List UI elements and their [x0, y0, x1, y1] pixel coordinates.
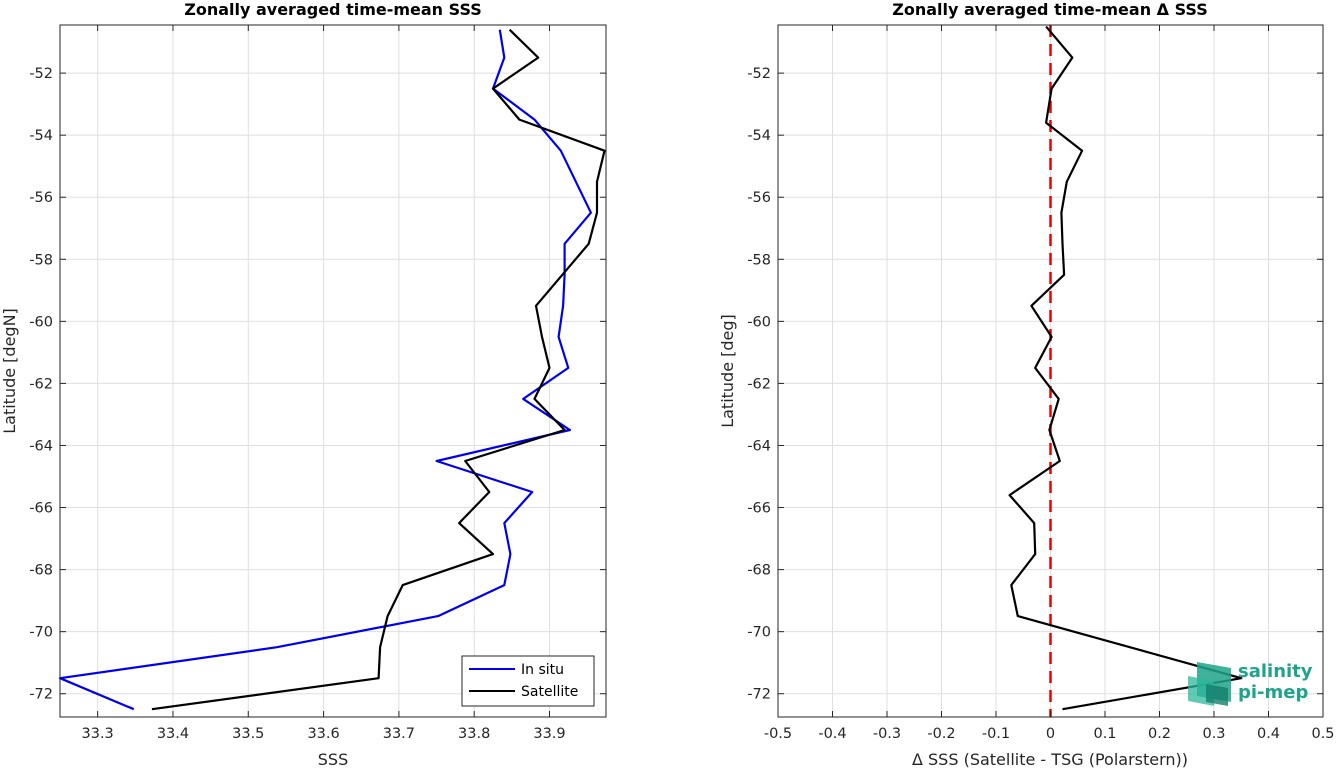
series-line-delta-sss	[1008, 25, 1243, 711]
ticks-right: -0.5 -0.4 -0.3 -0.2 -0.1 0 0.1 0.2 0.3 0.4 0.5 -72 -…	[747, 25, 1335, 742]
y-tick-label: -72	[747, 687, 771, 703]
y-axis-label-left: Latitude [degN]	[0, 308, 19, 434]
legend-entry-satellite: Satellite	[521, 684, 578, 700]
y-tick-label: -56	[29, 190, 53, 206]
y-tick-label: -64	[747, 438, 771, 454]
series-right	[1008, 25, 1243, 711]
x-tick-label: 0.1	[1093, 726, 1116, 742]
x-tick-label: -0.2	[927, 726, 955, 742]
x-tick-label: 33.6	[307, 726, 339, 742]
x-tick-label: 33.9	[533, 726, 565, 742]
logo-text-salinity: salinity	[1238, 661, 1313, 682]
x-tick-label: -0.1	[982, 726, 1010, 742]
y-tick-label: -60	[747, 314, 771, 330]
salinity-pi-mep-logo: salinity pi-mep	[1188, 661, 1313, 706]
grid-right	[777, 25, 1324, 717]
y-tick-label: -68	[747, 563, 771, 579]
legend-entry-in-situ: In situ	[521, 662, 564, 678]
x-tick-label: 0	[1046, 726, 1055, 742]
x-tick-label: -0.5	[764, 726, 792, 742]
y-tick-label: -72	[29, 687, 53, 703]
y-tick-label: -58	[29, 252, 53, 268]
y-tick-label: -62	[747, 376, 771, 392]
x-tick-label: 0.2	[1148, 726, 1171, 742]
x-tick-label: 33.5	[232, 726, 264, 742]
ticks-left: 33.3 33.4 33.5 33.6 33.7 33.8 33.9 -72 -70 -68 -66…	[29, 25, 606, 742]
y-axis-label-right: Latitude [deg]	[718, 314, 737, 428]
logo-mark-icon	[1188, 662, 1231, 706]
y-tick-label: -54	[29, 128, 53, 144]
x-tick-label: 33.7	[383, 726, 415, 742]
series-left	[58, 28, 606, 711]
y-tick-label: -62	[29, 376, 53, 392]
series-line-in-situ	[58, 29, 593, 711]
y-tick-label: -66	[747, 501, 771, 517]
y-tick-label: -64	[29, 438, 53, 454]
x-tick-label: -0.3	[873, 726, 901, 742]
grid-left	[60, 25, 606, 717]
y-tick-label: -66	[29, 501, 53, 517]
x-tick-label: 0.3	[1202, 726, 1225, 742]
x-tick-label: 0.4	[1257, 726, 1280, 742]
x-tick-label: 33.3	[82, 726, 114, 742]
series-line-satellite	[151, 28, 606, 711]
y-tick-label: -68	[29, 563, 53, 579]
chart-title-left: Zonally averaged time-mean SSS	[184, 0, 482, 19]
y-tick-label: -70	[747, 625, 771, 641]
x-tick-label: 33.8	[458, 726, 490, 742]
x-tick-label: 0.5	[1311, 726, 1334, 742]
y-tick-label: -52	[29, 66, 53, 82]
x-tick-label: -0.4	[818, 726, 846, 742]
panel-left-sss: 33.3 33.4 33.5 33.6 33.7 33.8 33.9 -72 -70 -68 -66…	[0, 0, 607, 769]
axes-box-left	[59, 24, 607, 718]
logo-text-pi-mep: pi-mep	[1238, 682, 1308, 703]
y-tick-label: -52	[747, 66, 771, 82]
legend-box	[461, 655, 595, 707]
plot-area-left	[60, 25, 606, 717]
x-axis-label-right: Δ SSS (Satellite - TSG (Polarstern))	[912, 750, 1188, 769]
y-tick-label: -54	[747, 128, 771, 144]
x-tick-label: 33.4	[157, 726, 189, 742]
y-tick-label: -70	[29, 625, 53, 641]
panel-right-delta-sss: -0.5 -0.4 -0.3 -0.2 -0.1 0 0.1 0.2 0.3 0.4 0.5 -72 -…	[718, 0, 1335, 769]
legend: In situ Satellite	[461, 655, 595, 707]
y-tick-label: -56	[747, 190, 771, 206]
chart-title-right: Zonally averaged time-mean Δ SSS	[892, 0, 1208, 19]
y-tick-label: -58	[747, 252, 771, 268]
y-tick-label: -60	[29, 314, 53, 330]
x-axis-label-left: SSS	[318, 750, 348, 769]
